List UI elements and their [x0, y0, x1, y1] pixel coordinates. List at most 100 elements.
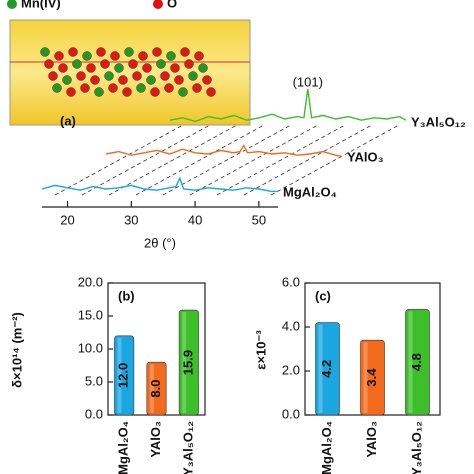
connector	[135, 124, 265, 196]
inset-atom	[170, 63, 180, 73]
inset-atom	[80, 83, 90, 93]
y-tick-label: 2.0	[282, 362, 300, 377]
inset-atom	[96, 47, 106, 57]
bar-highlight	[363, 342, 368, 413]
value-label: 8.0	[148, 380, 163, 398]
inset-atom	[122, 87, 132, 97]
y-tick-label: 6.0	[282, 274, 300, 289]
inset-atom	[40, 47, 50, 57]
legend-marker	[7, 0, 17, 9]
inset-atom	[104, 71, 114, 81]
value-label: 4.8	[409, 353, 424, 371]
inset-atom	[152, 47, 162, 57]
x-tick-label: YAlO₃	[148, 421, 163, 458]
inset-atom	[202, 75, 212, 85]
inset-atom	[142, 63, 152, 73]
x-tick-label: 20	[60, 212, 74, 227]
series-label: MgAl₂O₄	[283, 184, 337, 199]
bar	[178, 309, 199, 416]
connector	[243, 124, 373, 196]
y-tick-label: 0.0	[282, 406, 300, 421]
x-tick-label: Y₃Al₅O₁₂	[409, 421, 424, 474]
inset-atom	[188, 71, 198, 81]
inset-atom	[138, 51, 148, 61]
connector	[108, 124, 238, 196]
bar-highlight	[318, 324, 323, 413]
inset-atom	[54, 51, 64, 61]
x-tick-label: MgAl₂O₄	[319, 421, 334, 474]
inset-atom	[160, 71, 170, 81]
bar-highlight	[149, 364, 154, 413]
xrd-pattern	[41, 176, 278, 193]
x-tick-label: MgAl₂O₄	[116, 421, 131, 474]
y-tick-label: 0.0	[85, 406, 103, 421]
inset-atom	[86, 63, 96, 73]
legend-marker	[153, 0, 163, 9]
inset-atom	[44, 59, 54, 69]
y-tick-label: 5.0	[85, 373, 103, 388]
inset-atom	[68, 47, 78, 57]
inset-atom	[132, 71, 142, 81]
inset-image	[9, 19, 251, 126]
bar-highlight	[117, 337, 122, 413]
y-axis-label: δ×10¹⁴ (m⁻²)	[9, 312, 24, 388]
bar-highlight	[182, 312, 187, 413]
inset-atom	[66, 87, 76, 97]
inset-atom	[150, 87, 160, 97]
x-tick-label: 30	[124, 212, 138, 227]
inset-atom	[76, 71, 86, 81]
panel-label: (a)	[60, 113, 76, 128]
y-tick-label: 10.0	[78, 340, 103, 355]
inset-atom	[108, 83, 118, 93]
connector	[162, 124, 292, 196]
connector	[270, 124, 400, 196]
inset-atom	[82, 51, 92, 61]
inset-atom	[114, 63, 124, 73]
bar	[315, 322, 340, 416]
x-tick-label: Y₃Al₅O₁₂	[180, 421, 195, 474]
xrd-pattern	[105, 144, 343, 158]
peak-label: (101)	[293, 74, 323, 89]
inset-atom	[146, 75, 156, 85]
bar	[146, 361, 167, 416]
value-label: 15.9	[180, 350, 195, 375]
x-tick-label: 40	[188, 212, 202, 227]
inset-atom	[94, 87, 104, 97]
inset-atom	[164, 83, 174, 93]
inset-atom	[206, 87, 216, 97]
connector	[189, 124, 319, 196]
x-tick-label: 50	[252, 212, 266, 227]
xrd-pattern	[169, 88, 407, 123]
series-label: YAlO₃	[347, 149, 384, 164]
bar-highlight	[408, 311, 413, 413]
inset-atom	[194, 51, 204, 61]
inset-atom	[118, 75, 128, 85]
legend-label: Mn(IV)	[21, 0, 61, 10]
y-tick-label: 4.0	[282, 318, 300, 333]
bar	[360, 339, 385, 416]
connector	[54, 124, 184, 196]
inset-atom	[110, 51, 120, 61]
panel-label: (c)	[315, 288, 331, 303]
value-label: 3.4	[364, 368, 379, 387]
inset-atom	[136, 83, 146, 93]
inset-atom	[166, 51, 176, 61]
y-tick-label: 15.0	[78, 307, 103, 322]
inset-frame	[9, 19, 251, 126]
inset-atom	[156, 59, 166, 69]
panel-label: (b)	[118, 288, 135, 303]
y-axis-label: ε×10⁻³	[253, 330, 268, 370]
legend-label: O	[167, 0, 177, 10]
series-label: Y₃Al₅O₁₂	[411, 114, 466, 129]
inset-atom	[100, 59, 110, 69]
inset-atom	[198, 63, 208, 73]
inset-atom	[48, 71, 58, 81]
x-axis-label: 2θ (°)	[144, 235, 176, 250]
inset-atom	[178, 87, 188, 97]
bar	[405, 309, 430, 416]
inset-atom	[72, 59, 82, 69]
inset-atom	[90, 75, 100, 85]
inset-atom	[124, 47, 134, 57]
bar	[114, 335, 135, 416]
inset-atom	[52, 83, 62, 93]
